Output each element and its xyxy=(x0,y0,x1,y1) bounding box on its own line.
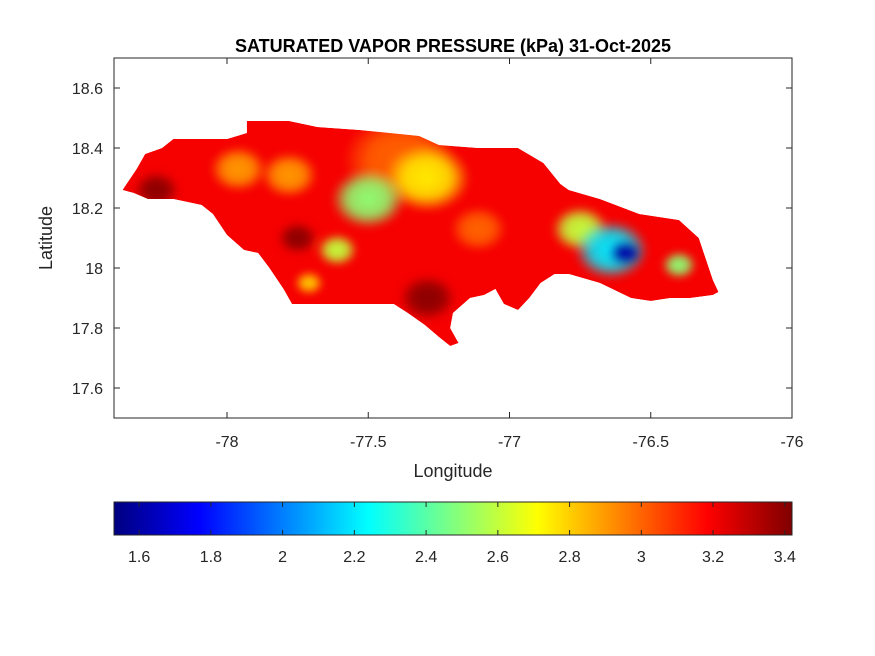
colorbar: 1.6 1.8 2 2.2 2.4 2.6 2.8 3 3.2 3.4 xyxy=(113,501,796,566)
y-tick-label: 18.2 xyxy=(72,201,103,218)
y-tick-label: 18 xyxy=(85,261,103,278)
field-point xyxy=(331,169,405,229)
colorbar-tick-label: 3 xyxy=(637,549,646,566)
vapor-pressure-field xyxy=(122,121,719,346)
colorbar-tick-label: 2 xyxy=(278,549,287,566)
y-tick-label: 18.4 xyxy=(72,141,103,158)
field-point xyxy=(260,152,318,198)
x-tick-label: -77.5 xyxy=(350,434,387,451)
field-point xyxy=(317,234,357,266)
x-axis: -78 -77.5 -77 -76.5 -76 xyxy=(215,58,804,451)
chart-title: SATURATED VAPOR PRESSURE (kPa) 31-Oct-20… xyxy=(235,36,671,56)
y-axis: 17.6 17.8 18 18.2 18.4 18.6 xyxy=(72,81,792,398)
field-point xyxy=(210,146,267,192)
y-tick-label: 18.6 xyxy=(72,81,103,98)
colorbar-tick-label: 1.6 xyxy=(128,549,150,566)
colorbar-tick-label: 2.2 xyxy=(343,549,365,566)
colorbar-tick-label: 2.6 xyxy=(487,549,509,566)
field-point xyxy=(399,275,456,321)
colorbar-gradient xyxy=(113,501,793,536)
field-point xyxy=(608,239,643,267)
colorbar-tick-label: 3.4 xyxy=(774,549,796,566)
field-point xyxy=(662,251,696,279)
x-tick-label: -78 xyxy=(215,434,238,451)
x-axis-label: Longitude xyxy=(413,461,492,481)
y-axis-label: Latitude xyxy=(36,206,56,270)
field-point xyxy=(294,271,324,295)
x-tick-label: -76 xyxy=(780,434,803,451)
y-tick-label: 17.6 xyxy=(72,381,103,398)
y-tick-label: 17.8 xyxy=(72,321,103,338)
colorbar-tick-label: 1.8 xyxy=(200,549,222,566)
field-point xyxy=(450,206,507,252)
field-point xyxy=(385,144,470,212)
x-tick-label: -76.5 xyxy=(633,434,670,451)
field-point xyxy=(277,222,318,254)
colorbar-tick-label: 2.4 xyxy=(415,549,437,566)
x-tick-label: -77 xyxy=(498,434,521,451)
colorbar-tick-label: 3.2 xyxy=(702,549,724,566)
colorbar-tick-label: 2.8 xyxy=(558,549,580,566)
